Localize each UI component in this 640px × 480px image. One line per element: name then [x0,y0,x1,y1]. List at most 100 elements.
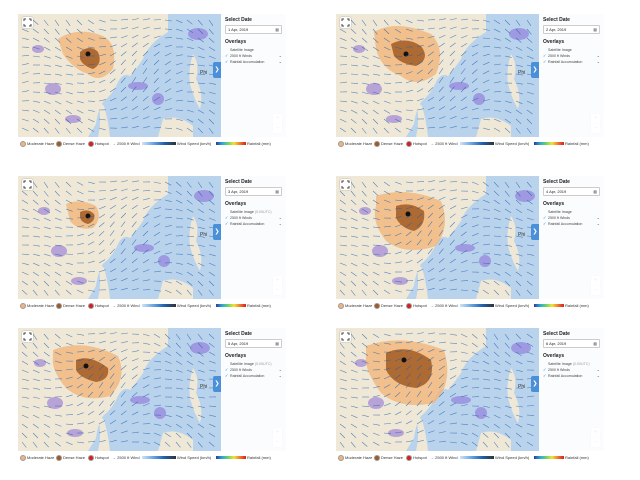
wind-arrow [76,271,84,274]
wind-arrow [449,59,455,66]
overlay-satellite-toggle[interactable]: Satellite Image [543,47,600,53]
checkmark-icon: ✓ [225,221,229,226]
wind-arrow [383,109,391,114]
wind-arrow [87,250,95,255]
wind-arrow [482,61,490,66]
overlay-satellite-toggle[interactable]: Satellite Image (0:00UTC) [225,209,282,215]
wind-arrow [164,216,173,219]
fullscreen-button[interactable] [340,17,351,28]
fullscreen-button[interactable] [340,179,351,190]
wind-arrow [98,356,105,362]
wind-arrow [153,117,161,120]
overlay-winds-toggle[interactable]: ✓ 2500 ft Winds ⌄ [225,367,282,373]
sidebar-collapse-button[interactable]: ❯ [213,62,221,78]
wind-arrow [383,393,391,398]
wind-arrow [197,181,203,188]
date-picker[interactable]: 5 Apr, 2019 ▦ [225,339,282,348]
date-picker[interactable]: 3 Apr, 2019 ▦ [225,187,282,196]
wind-arrow [427,68,433,75]
date-picker[interactable]: 2 Apr, 2019 ▦ [543,25,600,34]
calendar-icon[interactable]: ▦ [593,189,597,194]
wind-arrow [76,100,84,104]
overlay-rain-toggle[interactable]: ✓ Rainfall Accumulation ⌄ [543,221,600,227]
wind-arrow [120,400,127,407]
chevron-down-icon[interactable]: ⌄ [596,221,600,226]
sidebar-collapse-button[interactable]: ❯ [213,376,221,392]
hotspot-marker[interactable] [85,51,91,57]
chevron-down-icon[interactable]: ⌄ [278,53,282,58]
chevron-down-icon[interactable]: ⌄ [278,59,282,64]
chevron-down-icon[interactable]: ⌄ [278,367,282,372]
wind-arrow [175,54,183,57]
overlay-winds-toggle[interactable]: ✓ 2500 ft Winds ⌄ [225,53,282,59]
wind-arrow [175,217,183,220]
hotspot-marker[interactable] [401,357,407,363]
legend-wind-speed: Wind Speed (km/h) [460,138,529,150]
wind-arrow [54,280,61,286]
fullscreen-button[interactable] [340,331,351,342]
wind-arrow [361,333,368,340]
hotspot-marker[interactable] [405,211,411,217]
overlay-rain-toggle[interactable]: ✓ Rainfall Accumulation ⌄ [225,59,282,65]
chevron-down-icon[interactable]: ⌄ [278,215,282,220]
wind-arrow [350,369,358,373]
wind-arrow-icon: → [112,303,118,308]
wind-arrow [208,271,215,277]
land-west [18,74,30,129]
overlay-winds-toggle[interactable]: ✓ 2500 ft Winds ⌄ [543,367,600,373]
overlay-satellite-toggle[interactable]: Satellite Image (0:00UTC) [225,361,282,367]
wind-arrow [493,109,501,112]
hotspot-marker[interactable] [83,363,89,369]
sidebar-collapse-button[interactable]: ❯ [213,224,221,240]
overlay-satellite-toggle[interactable]: Satellite Image [225,47,282,53]
overlay-satellite-toggle[interactable]: Satellite Image [543,209,600,215]
wind-arrow [32,271,39,277]
overlay-satellite-toggle[interactable]: Satellite Image (0:00UTC) [543,361,600,367]
overlay-winds-toggle[interactable]: ✓ 2500 ft Winds ⌄ [543,53,600,59]
chevron-down-icon[interactable]: ⌄ [596,215,600,220]
chevron-down-icon[interactable]: ⌄ [596,367,600,372]
calendar-icon[interactable]: ▦ [275,189,279,194]
fullscreen-button[interactable] [22,179,33,190]
overlay-rain-toggle[interactable]: ✓ Rainfall Accumulation ⌄ [225,373,282,379]
wind-arrow [372,109,379,115]
fullscreen-button[interactable] [22,17,33,28]
sidebar-collapse-button[interactable]: ❯ [531,62,539,78]
map-legend: Moderate Haze Dense Haze Hotspot → 2500 ft … [20,452,284,464]
date-picker[interactable]: 1 Apr, 2019 ▦ [225,25,282,34]
wind-arrow [427,221,433,228]
wind-arrow [372,73,380,76]
wind-arrow [65,127,71,134]
wind-arrow [164,181,172,186]
calendar-icon[interactable]: ▦ [275,341,279,346]
wind-arrow [394,216,402,219]
chevron-down-icon[interactable]: ⌄ [278,221,282,226]
overlay-winds-toggle[interactable]: ✓ 2500 ft Winds ⌄ [225,215,282,221]
chevron-down-icon[interactable]: ⌄ [596,373,600,378]
wind-arrow [405,240,412,246]
overlay-rain-toggle[interactable]: ✓ Rainfall Accumulation ⌄ [543,373,600,379]
overlay-winds-toggle[interactable]: ✓ 2500 ft Winds ⌄ [543,215,600,221]
wind-arrow [32,37,40,42]
date-picker[interactable]: 4 Apr, 2019 ▦ [543,187,600,196]
wind-arrow [65,100,73,105]
chevron-down-icon[interactable]: ⌄ [596,59,600,64]
wind-arrow [98,222,105,228]
calendar-icon[interactable]: ▦ [275,27,279,32]
sidebar-collapse-button[interactable]: ❯ [531,224,539,240]
date-picker[interactable]: 6 Apr, 2019 ▦ [543,339,600,348]
sidebar-collapse-button[interactable]: ❯ [531,376,539,392]
overlay-rain-toggle[interactable]: ✓ Rainfall Accumulation ⌄ [225,221,282,227]
wind-arrow [515,441,522,448]
calendar-icon[interactable]: ▦ [593,27,597,32]
wind-arrow [175,127,183,131]
wind-arrow [504,37,512,42]
wind-arrow [383,253,392,255]
calendar-icon[interactable]: ▦ [593,341,597,346]
fullscreen-button[interactable] [22,331,33,342]
chevron-down-icon[interactable]: ⌄ [596,53,600,58]
overlay-rain-toggle[interactable]: ✓ Rainfall Accumulation ⌄ [543,59,600,65]
chevron-down-icon[interactable]: ⌄ [278,373,282,378]
wind-arrow [361,369,369,372]
hotspot-marker[interactable] [403,51,409,57]
